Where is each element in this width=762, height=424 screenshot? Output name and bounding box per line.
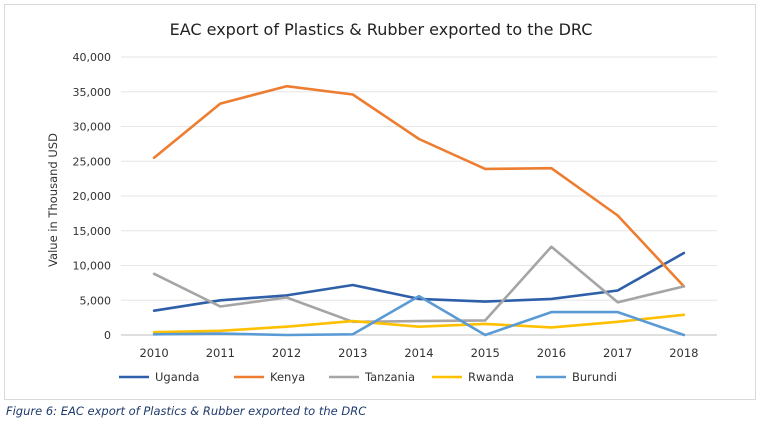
legend-label: Burundi	[572, 370, 617, 384]
series-line-uganda	[152, 251, 686, 313]
x-tick-label: 2011	[206, 346, 235, 360]
y-tick-label: 20,000	[73, 190, 112, 203]
y-tick-label: 35,000	[73, 86, 112, 99]
gridlines	[121, 56, 717, 336]
x-tick-label: 2018	[669, 346, 698, 360]
series-line-tanzania	[152, 245, 686, 324]
y-tick-label: 15,000	[73, 225, 112, 238]
y-tick-label: 10,000	[73, 260, 112, 273]
line-chart: EAC export of Plastics & Rubber exported…	[46, 20, 717, 384]
y-axis-ticks: 0 5,000 10,000 15,000 20,000 25,000 30,000 35,0…	[73, 51, 112, 342]
x-tick-label: 2014	[404, 346, 433, 360]
chart-frame: EAC export of Plastics & Rubber exported…	[4, 4, 756, 400]
chart-title: EAC export of Plastics & Rubber exported…	[170, 20, 593, 39]
legend-label: Rwanda	[468, 370, 514, 384]
series-line-kenya	[152, 84, 686, 288]
legend-label: Tanzania	[364, 370, 415, 384]
x-tick-label: 2016	[537, 346, 566, 360]
x-tick-label: 2010	[139, 346, 168, 360]
y-axis-label: Value in Thousand USD	[46, 133, 60, 267]
series-lines	[152, 84, 686, 337]
x-tick-label: 2012	[272, 346, 301, 360]
legend-label: Uganda	[155, 370, 199, 384]
y-tick-label: 5,000	[80, 294, 112, 307]
x-tick-label: 2013	[338, 346, 367, 360]
legend-label: Kenya	[270, 370, 305, 384]
x-axis-ticks: 2010 2011 2012 2013 2014 2015 2016 2017 2018	[139, 346, 698, 360]
x-tick-label: 2015	[471, 346, 500, 360]
y-tick-label: 0	[104, 329, 111, 342]
y-tick-label: 25,000	[73, 155, 112, 168]
series-line-rwanda	[152, 313, 686, 334]
series-line-burundi	[152, 294, 686, 337]
legend: Uganda Kenya Tanzania Rwanda Burundi	[119, 370, 617, 384]
x-tick-label: 2017	[603, 346, 632, 360]
y-tick-label: 40,000	[73, 51, 112, 64]
figure-caption: Figure 6: EAC export of Plastics & Rubbe…	[6, 404, 367, 418]
y-tick-label: 30,000	[73, 121, 112, 134]
